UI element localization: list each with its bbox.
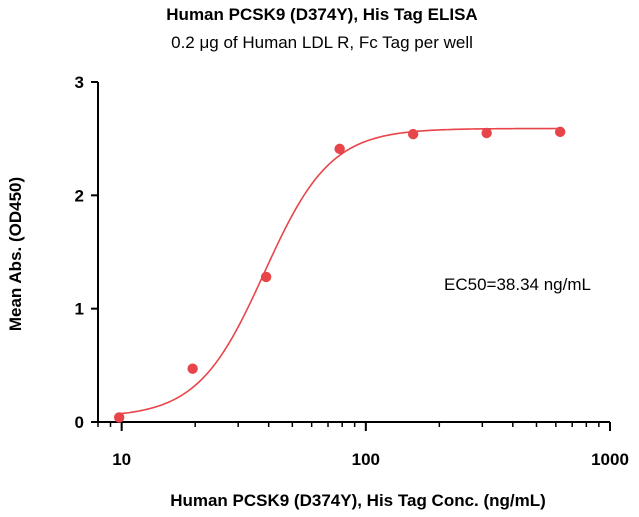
y-tick-label: 2	[75, 186, 84, 205]
data-point	[260, 271, 272, 283]
x-ticks: 10 100 1000	[97, 422, 629, 469]
data-point	[113, 412, 125, 423]
x-tick-label: 100	[352, 450, 380, 469]
axes	[97, 82, 610, 423]
y-tick-label: 3	[75, 73, 84, 92]
y-tick-label: 1	[75, 300, 84, 319]
data-point	[334, 143, 345, 155]
x-tick-label: 10	[112, 450, 131, 469]
data-points	[113, 126, 566, 423]
data-point	[554, 126, 566, 138]
y-axis-title: Mean Abs. (OD450)	[6, 177, 25, 331]
x-tick-label: 1000	[591, 450, 629, 469]
y-ticks: 0 1 2 3	[75, 73, 98, 432]
fit-curve	[119, 127, 561, 415]
ec50-annotation: EC50=38.34 ng/mL	[444, 275, 591, 294]
chart-title: Human PCSK9 (D374Y), His Tag ELISA	[166, 5, 477, 24]
data-point	[407, 128, 419, 140]
y-tick-label: 0	[75, 413, 84, 432]
data-point	[187, 363, 198, 374]
chart-subtitle: 0.2 μg of Human LDL R, Fc Tag per well	[171, 33, 473, 52]
x-axis-title: Human PCSK9 (D374Y), His Tag Conc. (ng/m…	[170, 491, 546, 510]
data-point	[481, 127, 492, 139]
